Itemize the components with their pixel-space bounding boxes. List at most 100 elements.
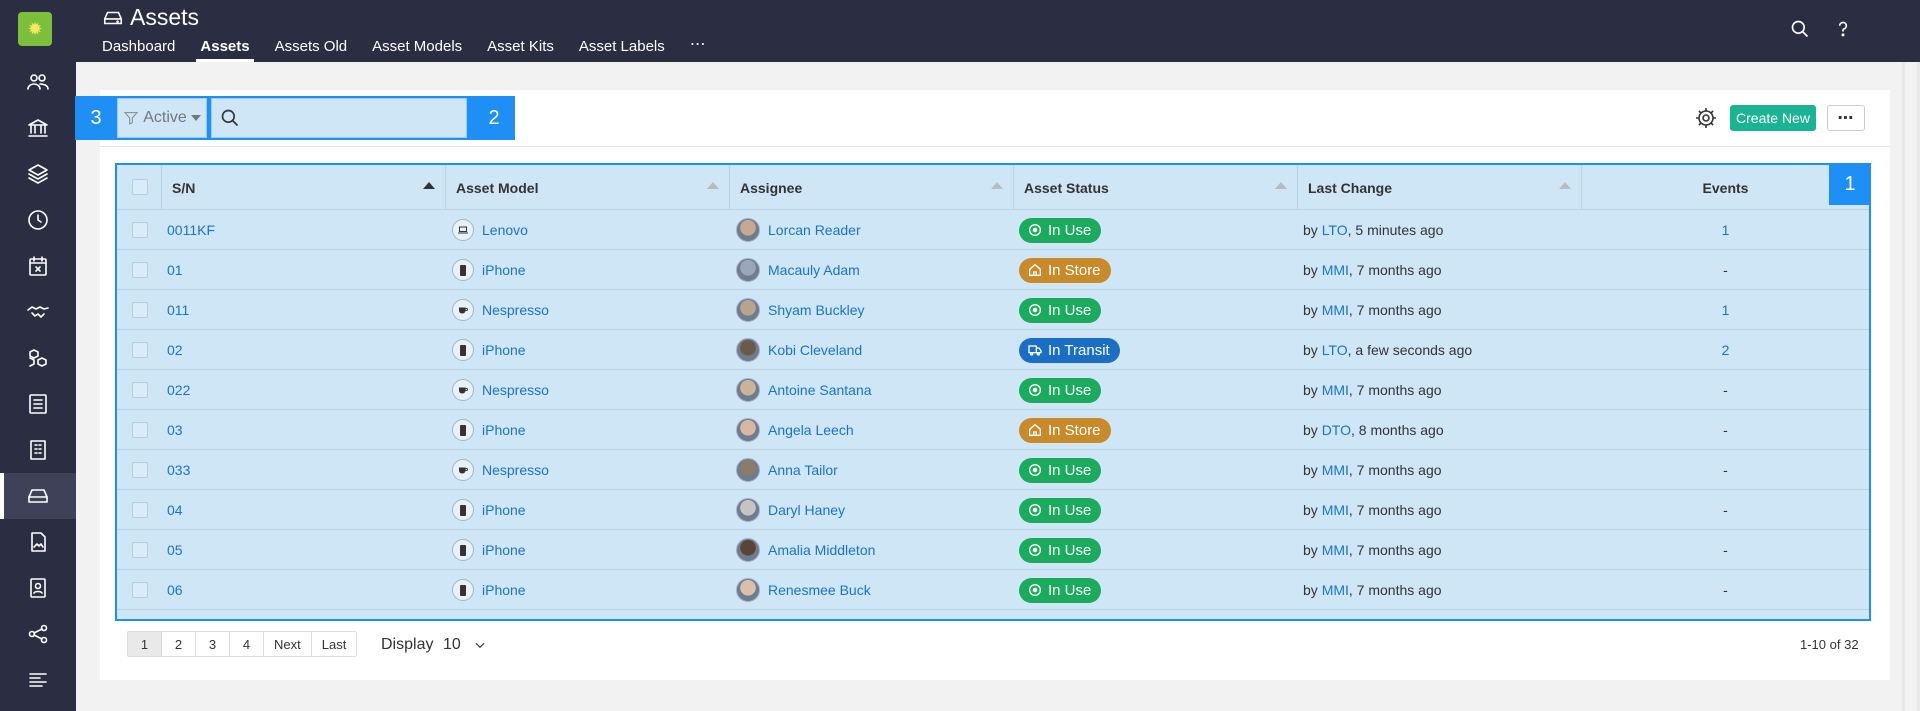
scroll-track[interactable] bbox=[1902, 62, 1920, 711]
row-checkbox[interactable] bbox=[132, 542, 148, 558]
tab-asset-kits[interactable]: Asset Kits bbox=[487, 38, 554, 55]
row-checkbox[interactable] bbox=[132, 342, 148, 358]
sn-link[interactable]: 06 bbox=[167, 582, 183, 598]
asset-model-link[interactable]: Nespresso bbox=[482, 382, 549, 398]
events-count[interactable]: 2 bbox=[1721, 342, 1730, 358]
table-row[interactable]: 04 iPhone Daryl Haney In Use by MMI, 7 month… bbox=[117, 490, 1869, 530]
last-change-user-link[interactable]: MMI bbox=[1321, 502, 1349, 518]
sidebar-item-clock[interactable] bbox=[0, 197, 76, 243]
asset-model-link[interactable]: Nespresso bbox=[482, 302, 549, 318]
sn-link[interactable]: 02 bbox=[167, 342, 183, 358]
sidebar-item-handshake[interactable] bbox=[0, 289, 76, 335]
last-change-user-link[interactable]: MMI bbox=[1321, 262, 1349, 278]
column-header-asset-model[interactable]: Asset Model bbox=[446, 165, 730, 210]
tab-dashboard[interactable]: Dashboard bbox=[102, 38, 176, 55]
assignee-link[interactable]: Daryl Haney bbox=[768, 502, 846, 518]
sn-link[interactable]: 0011KF bbox=[167, 222, 215, 238]
search-field[interactable] bbox=[211, 98, 467, 138]
more-actions-button[interactable]: ⋯ bbox=[1827, 105, 1865, 131]
asset-model-link[interactable]: iPhone bbox=[482, 582, 526, 598]
sidebar-item-cubes[interactable] bbox=[0, 335, 76, 381]
last-change-user-link[interactable]: LTO bbox=[1321, 222, 1348, 238]
select-all-checkbox[interactable] bbox=[132, 179, 148, 195]
tab-asset-models[interactable]: Asset Models bbox=[372, 38, 463, 55]
asset-model-link[interactable]: Lenovo bbox=[482, 222, 528, 238]
sn-link[interactable]: 01 bbox=[167, 262, 183, 278]
sidebar-item-building[interactable] bbox=[0, 427, 76, 473]
sidebar-item-list[interactable] bbox=[0, 381, 76, 427]
assignee-link[interactable]: Anna Tailor bbox=[768, 462, 838, 478]
sidebar-item-people[interactable] bbox=[0, 59, 76, 105]
table-row[interactable]: 011 Nespresso Shyam Buckley In Use by MMI, 7… bbox=[117, 290, 1869, 330]
events-count[interactable]: 1 bbox=[1721, 302, 1730, 318]
row-checkbox[interactable] bbox=[132, 262, 148, 278]
table-row[interactable]: 022 Nespresso Antoine Santana In Use by MMI,… bbox=[117, 370, 1869, 410]
table-row[interactable]: 05 iPhone Amalia Middleton In Use by MMI, 7 … bbox=[117, 530, 1869, 570]
column-header-last-change[interactable]: Last Change bbox=[1298, 165, 1582, 210]
assignee-link[interactable]: Kobi Cleveland bbox=[768, 342, 863, 358]
sidebar-item-image-file[interactable] bbox=[0, 519, 76, 565]
table-row[interactable]: 02 iPhone Kobi Cleveland In Transit by LTO, … bbox=[117, 330, 1869, 370]
row-checkbox[interactable] bbox=[132, 422, 148, 438]
assignee-link[interactable]: Renesmee Buck bbox=[768, 582, 871, 598]
asset-model-link[interactable]: iPhone bbox=[482, 502, 526, 518]
settings-gear-icon[interactable] bbox=[1694, 106, 1718, 130]
assignee-link[interactable]: Amalia Middleton bbox=[768, 542, 876, 558]
search-icon[interactable] bbox=[1787, 16, 1813, 42]
page-button-3[interactable]: 3 bbox=[196, 632, 230, 656]
events-count[interactable]: 1 bbox=[1721, 222, 1730, 238]
sidebar-item-share[interactable] bbox=[0, 611, 76, 657]
assignee-link[interactable]: Angela Leech bbox=[768, 422, 854, 438]
table-row[interactable]: 033 Nespresso Anna Tailor In Use by MMI, 7 m… bbox=[117, 450, 1869, 490]
assignee-link[interactable]: Antoine Santana bbox=[768, 382, 872, 398]
last-change-user-link[interactable]: DTO bbox=[1321, 422, 1351, 438]
row-checkbox[interactable] bbox=[132, 582, 148, 598]
asset-model-link[interactable]: iPhone bbox=[482, 422, 526, 438]
asset-model-link[interactable]: Nespresso bbox=[482, 462, 549, 478]
last-change-user-link[interactable]: MMI bbox=[1321, 382, 1349, 398]
help-icon[interactable] bbox=[1830, 16, 1856, 42]
table-row[interactable]: 03 iPhone Angela Leech In Store by DTO, 8 mo… bbox=[117, 410, 1869, 450]
sidebar-item-drive[interactable] bbox=[0, 473, 76, 519]
last-change-user-link[interactable]: MMI bbox=[1321, 462, 1349, 478]
column-header-assignee[interactable]: Assignee bbox=[730, 165, 1014, 210]
page-button-2[interactable]: 2 bbox=[162, 632, 196, 656]
sn-link[interactable]: 022 bbox=[167, 382, 191, 398]
tab-assets[interactable]: Assets bbox=[196, 38, 254, 62]
sn-link[interactable]: 03 bbox=[167, 422, 183, 438]
row-checkbox[interactable] bbox=[132, 222, 148, 238]
row-checkbox[interactable] bbox=[132, 462, 148, 478]
app-logo[interactable]: ✹ bbox=[18, 12, 52, 46]
page-button-1[interactable]: 1 bbox=[128, 632, 162, 656]
sidebar-item-menu[interactable] bbox=[0, 657, 76, 703]
create-new-button[interactable]: Create New bbox=[1730, 105, 1816, 131]
assignee-link[interactable]: Lorcan Reader bbox=[768, 222, 861, 238]
page-button-next[interactable]: Next bbox=[264, 632, 312, 656]
sn-link[interactable]: 033 bbox=[167, 462, 191, 478]
page-button-4[interactable]: 4 bbox=[230, 632, 264, 656]
page-button-last[interactable]: Last bbox=[321, 636, 347, 652]
table-row[interactable]: 01 iPhone Macauly Adam In Store by MMI, 7 mo… bbox=[117, 250, 1869, 290]
page-size-select[interactable]: 10 bbox=[443, 636, 487, 654]
assignee-link[interactable]: Shyam Buckley bbox=[768, 302, 865, 318]
column-header-asset-status[interactable]: Asset Status bbox=[1014, 165, 1298, 210]
tab-asset-labels[interactable]: Asset Labels bbox=[578, 38, 665, 55]
asset-model-link[interactable]: iPhone bbox=[482, 342, 526, 358]
sidebar-item-bank[interactable] bbox=[0, 105, 76, 151]
table-row[interactable]: 06 iPhone Renesmee Buck In Use by MMI, 7 mon… bbox=[117, 570, 1869, 610]
sn-link[interactable]: 05 bbox=[167, 542, 183, 558]
row-checkbox[interactable] bbox=[132, 382, 148, 398]
column-header-sn[interactable]: S/N bbox=[162, 165, 446, 210]
row-checkbox[interactable] bbox=[132, 302, 148, 318]
last-change-user-link[interactable]: MMI bbox=[1321, 582, 1349, 598]
asset-model-link[interactable]: iPhone bbox=[482, 542, 526, 558]
tabs-more-button[interactable]: ⋯ bbox=[689, 36, 707, 53]
sn-link[interactable]: 011 bbox=[167, 302, 190, 318]
sidebar-item-calendar-x[interactable] bbox=[0, 243, 76, 289]
assignee-link[interactable]: Macauly Adam bbox=[768, 262, 860, 278]
status-filter-dropdown[interactable]: Active bbox=[117, 98, 207, 138]
search-input[interactable] bbox=[240, 100, 466, 136]
last-change-user-link[interactable]: LTO bbox=[1321, 342, 1348, 358]
sn-link[interactable]: 04 bbox=[167, 502, 183, 518]
last-change-user-link[interactable]: MMI bbox=[1321, 542, 1349, 558]
